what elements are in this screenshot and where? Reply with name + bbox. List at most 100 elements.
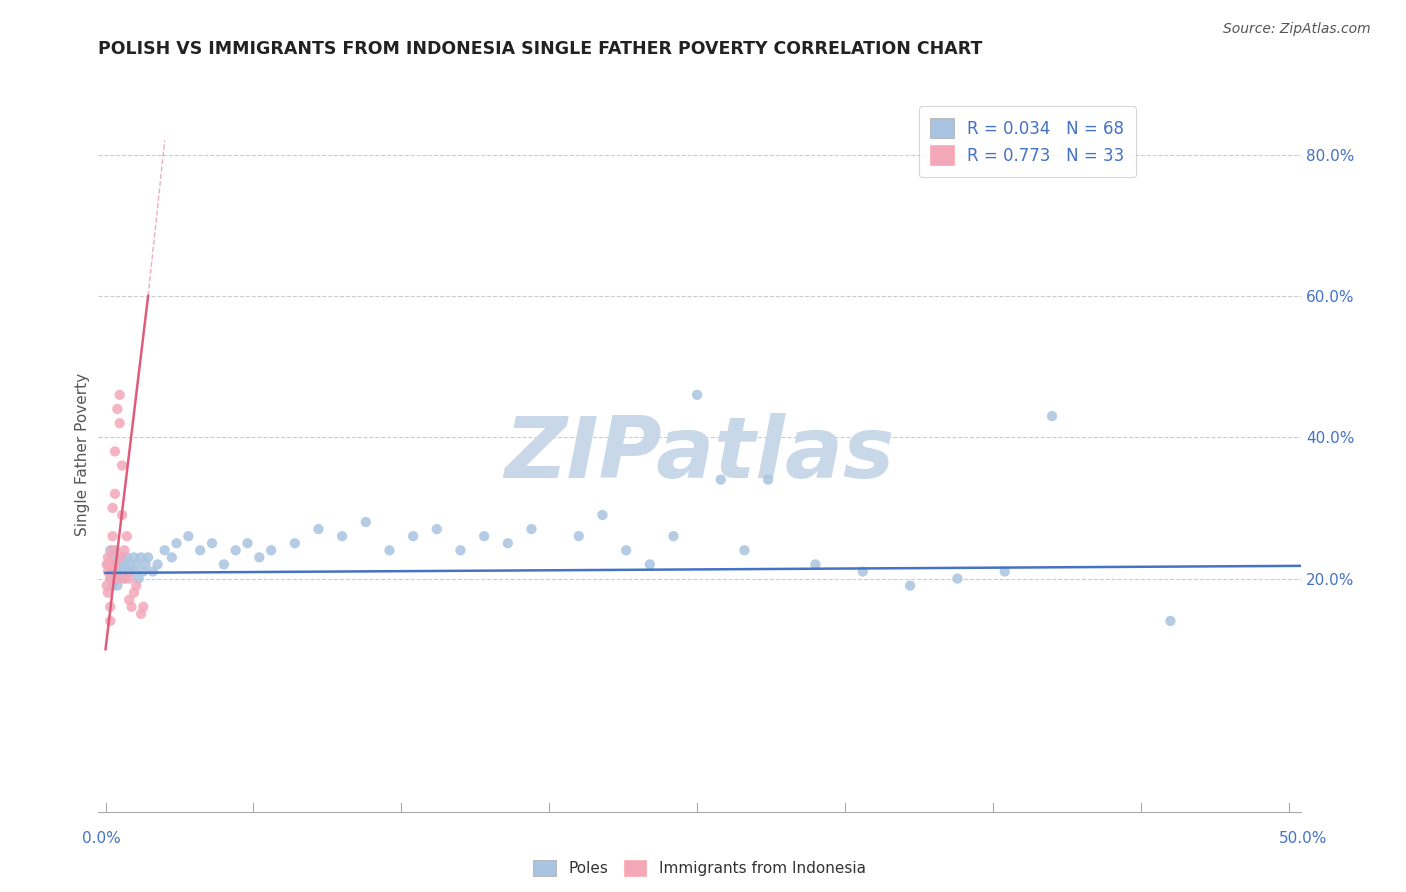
Point (101, 550, 124, 565)
Point (105, 579, 128, 593)
Point (121, 599, 143, 614)
Point (260, 543, 283, 558)
Point (101, 579, 124, 593)
Point (146, 558, 169, 572)
Point (108, 388, 131, 402)
Point (104, 487, 127, 501)
Point (136, 550, 159, 565)
Legend: R = 0.034   N = 68, R = 0.773   N = 33: R = 0.034 N = 68, R = 0.773 N = 33 (918, 106, 1136, 178)
Point (97, 565, 120, 579)
Point (450, 543, 472, 558)
Text: 0.0%: 0.0% (82, 831, 121, 846)
Point (118, 572, 141, 586)
Point (114, 572, 136, 586)
Point (118, 565, 141, 579)
Point (97, 585, 120, 599)
Point (122, 565, 145, 579)
Point (97, 550, 120, 565)
Point (104, 572, 127, 586)
Point (108, 572, 131, 586)
Point (284, 536, 307, 550)
Point (98, 572, 121, 586)
Text: POLISH VS IMMIGRANTS FROM INDONESIA SINGLE FATHER POVERTY CORRELATION CHART: POLISH VS IMMIGRANTS FROM INDONESIA SING… (98, 40, 983, 58)
Point (128, 572, 150, 586)
Point (568, 529, 591, 543)
Point (946, 572, 969, 586)
Point (188, 543, 211, 558)
Point (520, 522, 543, 536)
Point (1040, 409, 1063, 423)
Point (177, 529, 200, 543)
Point (212, 558, 235, 572)
Point (108, 416, 131, 430)
Y-axis label: Single Father Poverty: Single Father Poverty (75, 374, 90, 536)
Point (105, 565, 128, 579)
Point (710, 473, 733, 487)
Point (496, 536, 519, 550)
Point (111, 565, 134, 579)
Point (378, 543, 401, 558)
Point (160, 550, 183, 565)
Point (898, 579, 921, 593)
Point (614, 543, 637, 558)
Point (201, 536, 224, 550)
Point (101, 529, 124, 543)
Point (101, 543, 124, 558)
Point (166, 536, 188, 550)
Point (98, 599, 121, 614)
Text: 50.0%: 50.0% (1279, 831, 1327, 846)
Point (142, 565, 165, 579)
Point (852, 565, 875, 579)
Point (756, 473, 779, 487)
Point (97, 558, 120, 572)
Point (662, 529, 685, 543)
Text: ZIPatlas: ZIPatlas (505, 413, 894, 497)
Point (118, 592, 141, 607)
Point (111, 458, 134, 473)
Point (638, 558, 661, 572)
Point (354, 515, 377, 529)
Point (115, 529, 138, 543)
Point (125, 579, 148, 593)
Point (114, 543, 136, 558)
Point (994, 565, 1017, 579)
Point (105, 572, 128, 586)
Point (104, 558, 127, 572)
Point (111, 550, 134, 565)
Point (125, 558, 148, 572)
Point (402, 529, 425, 543)
Point (129, 550, 152, 565)
Point (733, 543, 755, 558)
Point (225, 543, 247, 558)
Point (122, 550, 145, 565)
Text: Source: ZipAtlas.com: Source: ZipAtlas.com (1223, 22, 1371, 37)
Point (115, 550, 138, 565)
Point (472, 529, 495, 543)
Point (104, 543, 127, 558)
Point (96, 579, 118, 593)
Point (122, 585, 145, 599)
Point (686, 388, 709, 402)
Point (236, 536, 259, 550)
Point (98, 614, 121, 628)
Point (114, 558, 136, 572)
Point (108, 558, 131, 572)
Point (98, 558, 121, 572)
Point (101, 565, 124, 579)
Point (108, 550, 131, 565)
Point (105, 402, 128, 417)
Point (132, 565, 155, 579)
Point (308, 522, 330, 536)
Point (247, 550, 270, 565)
Point (111, 508, 134, 522)
Point (132, 599, 155, 614)
Point (153, 543, 176, 558)
Point (426, 522, 449, 536)
Point (129, 607, 152, 621)
Point (591, 508, 613, 522)
Point (1159, 614, 1181, 628)
Point (96, 558, 118, 572)
Point (114, 572, 136, 586)
Point (804, 558, 827, 572)
Point (101, 565, 124, 579)
